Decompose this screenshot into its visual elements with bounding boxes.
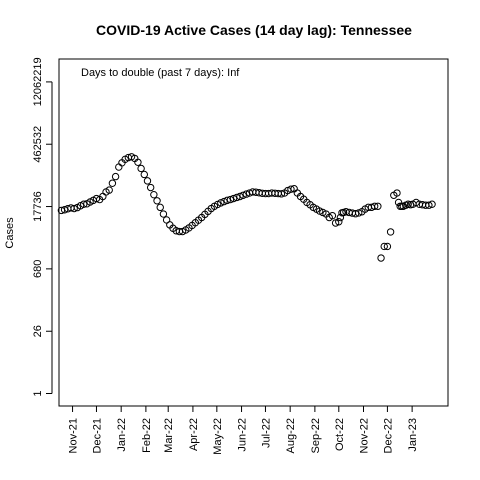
data-point [425,201,433,209]
data-point [143,177,152,185]
data-point [150,190,158,199]
data-point [386,228,395,236]
data-point [111,172,120,181]
x-tick-label: Nov-22 [359,418,371,453]
data-point [328,211,337,220]
x-tick-label: Sep-22 [310,418,322,453]
data-point [287,185,295,193]
x-tick-label: Dec-22 [382,418,394,453]
y-axis: 1 26 680 17736 462532 12062219 [32,57,53,397]
y-axis-title: Cases [4,217,16,249]
y-tick-label: 17736 [32,191,44,222]
y-tick-label: 12062219 [32,57,44,106]
data-point [140,170,148,179]
doubling-annotation: Days to double (past 7 days): Inf [81,67,240,79]
data-point [393,189,401,197]
chart-title: COVID-19 Active Cases (14 day lag): Tenn… [96,22,412,38]
data-point [220,197,228,206]
data-point [134,158,142,166]
data-point [108,179,117,187]
x-tick-label: Feb-22 [141,418,153,453]
data-point [229,194,238,203]
data-point [380,242,388,251]
x-tick-label: Nov-21 [68,418,80,453]
data-point [374,202,382,210]
data-point [335,218,343,226]
y-tick-label: 680 [32,260,44,278]
data-point [70,204,78,213]
data-point [159,210,168,218]
data-point [105,186,113,194]
x-tick-label: Aug-22 [285,418,297,453]
data-point [92,194,101,203]
data-point [377,254,385,262]
data-point [80,200,88,208]
x-tick-label: Jun-22 [237,418,249,452]
data-points [57,153,436,262]
x-tick-label: Jan-23 [407,418,419,452]
data-point [115,163,123,171]
data-point [226,195,235,204]
data-point [217,199,225,207]
x-tick-label: Dec-21 [91,418,103,453]
x-tick-label: Mar-22 [163,418,175,453]
data-point [156,203,164,212]
x-tick-label: May-22 [212,418,224,455]
data-point [383,242,392,251]
data-point [370,202,379,210]
y-tick-label: 26 [32,325,44,337]
data-point [239,191,247,199]
data-point [277,190,286,198]
y-tick-label: 462532 [32,126,44,163]
data-point [137,164,145,173]
data-point [153,197,161,205]
y-tick-label: 1 [32,390,44,396]
data-point [331,219,340,227]
data-point [355,209,363,217]
data-point [428,200,436,208]
x-tick-label: Oct-22 [334,418,346,451]
data-point [242,190,251,198]
x-axis: Nov-21 Dec-21 Jan-22 Feb-22 Mar-22 Apr-22 May-… [68,405,419,455]
plot-frame [58,58,449,407]
x-tick-label: Jul-22 [260,418,272,448]
x-tick-label: Jan-22 [116,418,128,452]
data-point [146,183,155,192]
x-tick-label: Apr-22 [188,418,200,451]
data-point [233,193,241,202]
data-point [236,192,244,201]
data-point [351,209,360,218]
